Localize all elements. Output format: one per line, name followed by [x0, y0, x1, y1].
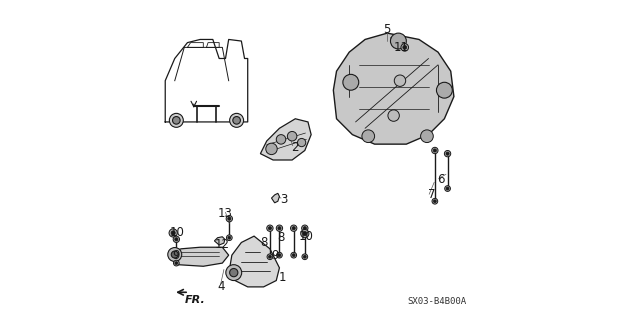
Circle shape: [277, 252, 283, 258]
Circle shape: [173, 236, 180, 243]
Circle shape: [292, 254, 295, 257]
Circle shape: [170, 113, 184, 127]
Circle shape: [446, 187, 449, 190]
Circle shape: [302, 225, 308, 231]
Circle shape: [298, 139, 306, 147]
Circle shape: [269, 227, 272, 230]
Text: FR.: FR.: [184, 295, 205, 305]
Circle shape: [171, 251, 178, 258]
Circle shape: [278, 227, 281, 230]
Text: 9: 9: [271, 249, 278, 262]
Text: 4: 4: [217, 280, 225, 293]
Circle shape: [444, 150, 451, 157]
Circle shape: [301, 229, 309, 238]
Polygon shape: [272, 193, 279, 203]
Circle shape: [228, 236, 231, 239]
Polygon shape: [215, 237, 225, 245]
Circle shape: [291, 252, 297, 258]
Text: 11: 11: [394, 41, 409, 54]
Circle shape: [169, 229, 177, 237]
Circle shape: [433, 149, 436, 152]
Text: 10: 10: [170, 227, 185, 239]
Text: 3: 3: [281, 193, 288, 206]
Circle shape: [304, 227, 307, 230]
Text: 12: 12: [214, 237, 229, 251]
Circle shape: [388, 110, 399, 121]
Circle shape: [292, 227, 295, 230]
Text: 6: 6: [438, 172, 445, 186]
Circle shape: [343, 74, 359, 90]
Circle shape: [226, 215, 232, 222]
Circle shape: [288, 132, 297, 141]
Circle shape: [171, 231, 175, 235]
Circle shape: [233, 116, 241, 124]
Circle shape: [173, 260, 179, 266]
Circle shape: [226, 265, 242, 281]
Circle shape: [434, 200, 436, 203]
Circle shape: [302, 254, 308, 260]
Circle shape: [267, 254, 273, 260]
Circle shape: [401, 44, 408, 51]
Text: 8: 8: [260, 236, 267, 249]
Circle shape: [228, 217, 231, 220]
Polygon shape: [260, 119, 311, 160]
Text: 5: 5: [384, 23, 391, 36]
Circle shape: [394, 75, 406, 86]
Polygon shape: [333, 33, 454, 144]
Circle shape: [230, 268, 238, 277]
Circle shape: [267, 225, 273, 231]
Circle shape: [420, 130, 433, 142]
Text: 9: 9: [173, 249, 180, 262]
Circle shape: [446, 152, 449, 155]
Circle shape: [304, 255, 306, 258]
Text: 2: 2: [291, 141, 299, 154]
Circle shape: [436, 82, 452, 98]
Circle shape: [278, 254, 281, 257]
Text: SX03-B4B00A: SX03-B4B00A: [408, 297, 467, 306]
Circle shape: [403, 45, 406, 49]
Circle shape: [230, 113, 244, 127]
Circle shape: [303, 232, 307, 236]
Circle shape: [276, 225, 283, 231]
Circle shape: [173, 116, 180, 124]
Text: 13: 13: [218, 207, 233, 220]
Text: 8: 8: [277, 231, 284, 244]
Circle shape: [444, 186, 450, 191]
Circle shape: [391, 33, 406, 49]
Text: 7: 7: [428, 188, 436, 201]
Circle shape: [432, 198, 438, 204]
Circle shape: [266, 143, 277, 155]
Circle shape: [168, 248, 182, 261]
Polygon shape: [229, 236, 279, 287]
Text: 1: 1: [279, 271, 286, 284]
Circle shape: [227, 235, 232, 241]
Circle shape: [432, 147, 438, 154]
Circle shape: [269, 255, 271, 258]
Circle shape: [175, 262, 178, 265]
Polygon shape: [171, 247, 229, 266]
Text: 10: 10: [299, 230, 314, 243]
Circle shape: [175, 238, 178, 241]
Circle shape: [362, 130, 375, 142]
Circle shape: [291, 225, 297, 231]
Circle shape: [276, 135, 286, 144]
